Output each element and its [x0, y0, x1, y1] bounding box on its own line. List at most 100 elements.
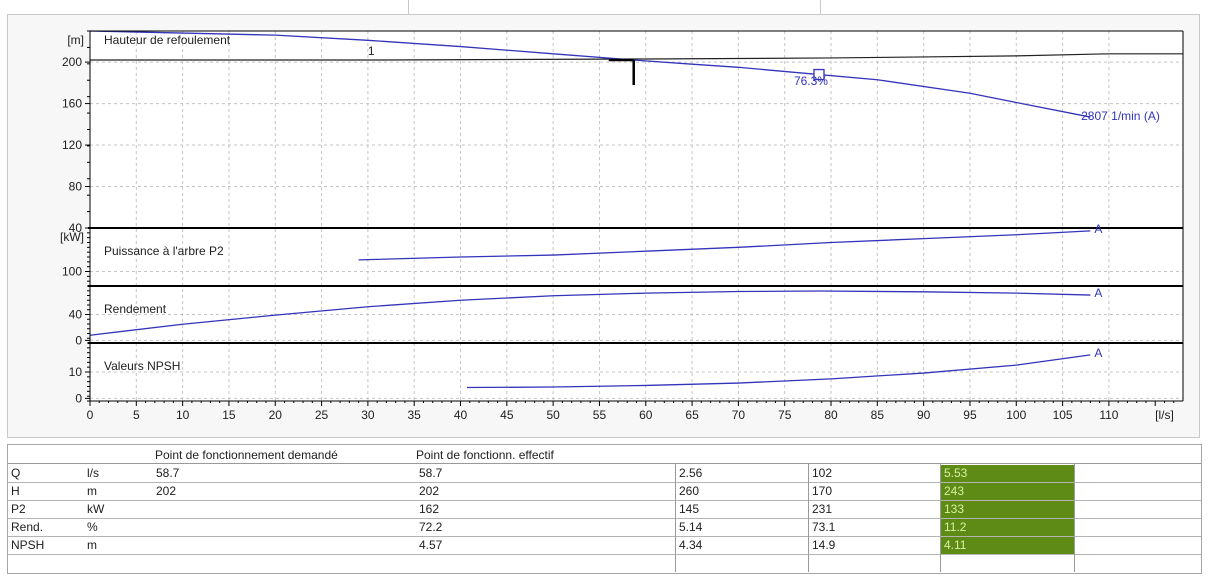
x-tick-label: 85 — [871, 408, 885, 422]
row-unit: m — [87, 538, 97, 552]
row-unit: kW — [87, 502, 105, 516]
x-tick-label: 15 — [222, 408, 236, 422]
row-divider — [8, 536, 1201, 537]
requested-value — [153, 501, 403, 518]
row-unit: m — [87, 484, 97, 498]
x-tick-label: 55 — [593, 408, 607, 422]
toolbar-divider — [820, 0, 821, 14]
x-unit-label: [l/s] — [1155, 408, 1174, 422]
highlighted-value: 4.11 — [941, 537, 1074, 554]
row-label: NPSH — [11, 538, 45, 552]
column-value: 102 — [812, 466, 833, 480]
row-divider — [8, 500, 1201, 501]
row-divider — [8, 554, 1201, 555]
highlighted-value: 11.2 — [941, 519, 1074, 536]
x-tick-label: 60 — [639, 408, 653, 422]
table-row-q[interactable]: Q l/s 58.7 58.7 2.56 102 5.53 — [8, 465, 1201, 482]
requested-value: 202 — [156, 484, 177, 498]
x-tick-label: 105 — [1053, 408, 1073, 422]
effective-value: 4.57 — [419, 538, 443, 552]
top-toolbar-strip — [0, 0, 1209, 14]
column-divider — [675, 464, 676, 572]
row-unit: l/s — [87, 466, 99, 480]
column-divider — [1074, 464, 1075, 572]
x-tick-label: 40 — [454, 408, 468, 422]
y-tick-label: 200 — [62, 55, 82, 69]
highlighted-value: 243 — [941, 483, 1074, 500]
x-tick-label: 65 — [685, 408, 699, 422]
column-value: 170 — [812, 484, 833, 498]
x-tick-label: 5 — [133, 408, 140, 422]
x-tick-label: 100 — [1006, 408, 1026, 422]
column-divider — [940, 464, 941, 572]
curve-end-label: A — [1094, 346, 1102, 360]
pump-curve-line — [89, 290, 1091, 336]
x-tick-label: 0 — [87, 408, 94, 422]
pump-curve-line — [89, 30, 1091, 118]
curve-annotation: 76.3% — [794, 74, 828, 88]
x-tick-label: 70 — [732, 408, 746, 422]
operating-point-table: Point de fonctionnement demandé Point de… — [7, 444, 1202, 574]
x-tick-label: 35 — [408, 408, 422, 422]
x-tick-label: 45 — [500, 408, 514, 422]
y-tick-label: 0 — [75, 333, 82, 347]
column-value: 4.34 — [679, 538, 703, 552]
row-label: Q — [11, 466, 21, 480]
table-row-h[interactable]: H m 202 202 260 170 243 — [8, 483, 1201, 500]
x-tick-label: 20 — [269, 408, 283, 422]
x-tick-label: 25 — [315, 408, 329, 422]
y-tick-label: 100 — [62, 265, 82, 279]
y-tick-label: 80 — [69, 180, 83, 194]
row-label: H — [11, 484, 20, 498]
effective-value: 72.2 — [419, 520, 443, 534]
highlighted-value: 5.53 — [941, 465, 1074, 482]
effective-value: 58.7 — [419, 466, 443, 480]
toolbar-divider — [408, 0, 409, 14]
table-row-p2[interactable]: P2 kW 162 145 231 133 — [8, 501, 1201, 518]
highlighted-value: 133 — [941, 501, 1074, 518]
table-row-npsh[interactable]: NPSH m 4.57 4.34 14.9 4.11 — [8, 537, 1201, 554]
effective-value: 202 — [419, 484, 440, 498]
column-value: 5.14 — [679, 520, 703, 534]
panel-title: Valeurs NPSH — [104, 359, 180, 373]
row-divider — [8, 482, 1201, 483]
column-divider — [808, 464, 809, 572]
x-tick-label: 110 — [1099, 408, 1118, 422]
column-value: 14.9 — [812, 538, 836, 552]
column-value: 2.56 — [679, 466, 703, 480]
requested-value — [153, 537, 403, 554]
y-tick-label: 10 — [69, 365, 83, 379]
header-effective: Point de fonctionn. effectif — [416, 448, 554, 462]
x-tick-label: 10 — [176, 408, 190, 422]
plot-area — [90, 31, 1183, 401]
x-tick-label: 90 — [917, 408, 931, 422]
panel-title: Hauteur de refoulement — [104, 33, 231, 47]
panel-title: Rendement — [104, 302, 167, 316]
table-row-rend[interactable]: Rend. % 72.2 5.14 73.1 11.2 — [8, 519, 1201, 536]
row-divider — [8, 518, 1201, 519]
y-unit-label: [kW] — [60, 230, 84, 244]
row-label: Rend. — [11, 520, 44, 534]
curve-end-label: A — [1094, 222, 1102, 236]
y-tick-label: 0 — [75, 391, 82, 405]
x-tick-label: 30 — [361, 408, 375, 422]
y-tick-label: 120 — [62, 138, 82, 152]
x-tick-label: 50 — [546, 408, 560, 422]
best-efficiency-marker — [813, 68, 825, 81]
pump-curve-line — [466, 354, 1091, 389]
table-divider — [8, 463, 1201, 464]
curve-annotation: 1 — [368, 44, 375, 58]
x-tick-label: 95 — [963, 408, 977, 422]
column-value: 73.1 — [812, 520, 836, 534]
row-unit: % — [87, 520, 98, 534]
column-value: 231 — [812, 502, 833, 516]
row-label: P2 — [11, 502, 26, 516]
pump-curve-line — [358, 230, 1091, 261]
system-curve — [90, 53, 1183, 61]
x-tick-label: 75 — [778, 408, 792, 422]
effective-value: 162 — [419, 502, 440, 516]
x-tick-label: 80 — [824, 408, 838, 422]
y-tick-label: 160 — [62, 97, 82, 111]
requested-value — [153, 519, 403, 536]
